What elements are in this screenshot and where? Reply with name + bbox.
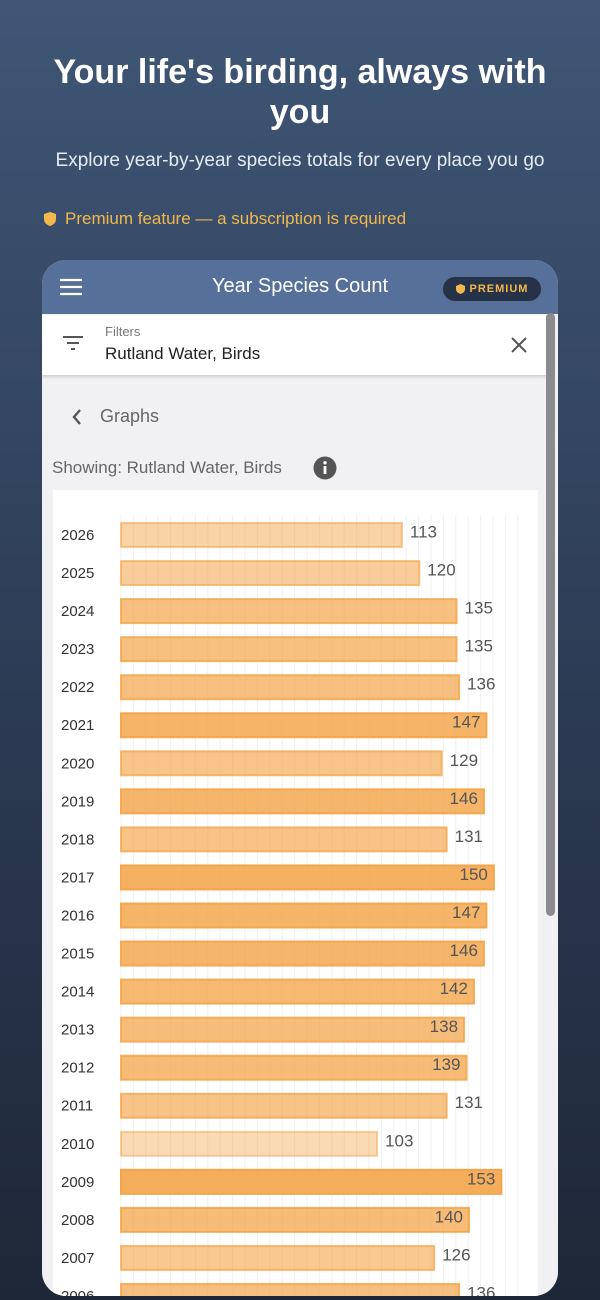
back-chevron[interactable] — [71, 408, 83, 426]
bar — [120, 1283, 461, 1296]
clear-button[interactable] — [511, 337, 527, 353]
value-label: 131 — [455, 827, 483, 846]
y-tick-label: 2007 — [61, 1250, 94, 1267]
premium-badge: PREMIUM — [443, 277, 541, 301]
y-tick-label: 2024 — [61, 603, 94, 620]
y-tick-label: 2006 — [61, 1288, 94, 1296]
bar — [120, 522, 403, 548]
value-label: 142 — [440, 979, 468, 998]
bar — [120, 1092, 448, 1119]
bar — [120, 940, 485, 967]
bar — [120, 1130, 379, 1157]
chart: 2026 113 2025 120 2024 135 2023 135 2022 136 2021 1… — [53, 490, 538, 1296]
y-tick-label: 2018 — [61, 831, 94, 848]
bar — [120, 750, 443, 777]
back-link[interactable]: Graphs — [100, 406, 160, 426]
y-tick-label: 2023 — [61, 641, 94, 658]
value-label: 113 — [410, 522, 437, 541]
y-tick-label: 2020 — [61, 755, 94, 772]
menu-button[interactable] — [59, 277, 83, 297]
y-tick-label: 2015 — [61, 946, 94, 963]
y-tick-label: 2017 — [61, 869, 94, 886]
value-label: 103 — [385, 1131, 413, 1150]
value-label: 126 — [442, 1245, 470, 1264]
value-label: 129 — [450, 751, 478, 770]
value-label: 147 — [452, 713, 480, 732]
value-label: 140 — [435, 1207, 463, 1226]
y-tick-label: 2025 — [61, 565, 94, 582]
bar — [120, 712, 488, 739]
bar — [120, 674, 461, 701]
bar — [120, 636, 458, 663]
value-label: 139 — [432, 1055, 460, 1074]
value-label: 138 — [430, 1017, 458, 1036]
value-label: 147 — [452, 903, 480, 922]
scrollbar[interactable] — [546, 313, 555, 916]
app-bar: Year Species Count PREMIUM — [42, 260, 558, 314]
value-label: 131 — [455, 1093, 483, 1112]
value-label: 135 — [465, 599, 493, 618]
app-card: Year Species Count PREMIUM Filters Rutla… — [42, 260, 558, 1296]
y-tick-label: 2022 — [61, 679, 94, 696]
bar — [120, 1206, 471, 1233]
premium-notice: Premium feature — a subscription is requ… — [43, 209, 406, 229]
filter-label: Filters — [105, 324, 141, 339]
y-tick-label: 2013 — [61, 1022, 94, 1039]
badge-text: PREMIUM — [469, 283, 529, 295]
notice-text: Premium feature — a subscription is requ… — [65, 209, 407, 228]
y-tick-label: 2008 — [61, 1212, 94, 1229]
subtitle: Explore year-by-year species totals for … — [55, 150, 545, 171]
value-label: 146 — [450, 941, 478, 960]
app-title: Year Species Count — [211, 275, 389, 297]
bar — [120, 1054, 468, 1081]
value-label: 136 — [467, 675, 495, 694]
bar — [120, 1016, 466, 1043]
filter-icon — [63, 336, 83, 350]
y-tick-label: 2014 — [61, 984, 94, 1001]
value-label: 136 — [467, 1283, 495, 1296]
value-label: 146 — [450, 789, 478, 808]
value-label: 153 — [467, 1169, 495, 1188]
value-label: 120 — [427, 561, 455, 580]
shield-icon — [455, 284, 465, 294]
filter-bar[interactable]: Filters Rutland Water, Birds — [42, 315, 546, 375]
value-label: 150 — [459, 865, 487, 884]
y-tick-label: 2021 — [61, 717, 94, 734]
y-tick-label: 2019 — [61, 793, 94, 810]
y-tick-label: 2011 — [61, 1098, 93, 1115]
bar — [120, 1168, 503, 1195]
bar — [120, 978, 475, 1005]
bar — [120, 826, 448, 853]
y-tick-label: 2016 — [61, 907, 94, 924]
info-icon[interactable] — [313, 456, 337, 480]
y-tick-label: 2009 — [61, 1174, 94, 1191]
y-tick-label: 2010 — [61, 1136, 94, 1153]
shield-icon — [44, 212, 56, 226]
y-tick-label: 2026 — [61, 527, 94, 544]
bar — [120, 902, 488, 929]
bar — [120, 1244, 436, 1271]
showing-label: Showing: Rutland Water, Birds — [52, 458, 282, 477]
value-label: 135 — [465, 637, 493, 656]
bar — [120, 864, 495, 891]
y-tick-label: 2012 — [61, 1060, 94, 1077]
bar — [120, 598, 458, 625]
bar — [120, 788, 485, 815]
filter-value: Rutland Water, Birds — [105, 344, 261, 363]
bar — [120, 560, 421, 587]
headline: Your life's birding, always with you — [53, 53, 547, 131]
